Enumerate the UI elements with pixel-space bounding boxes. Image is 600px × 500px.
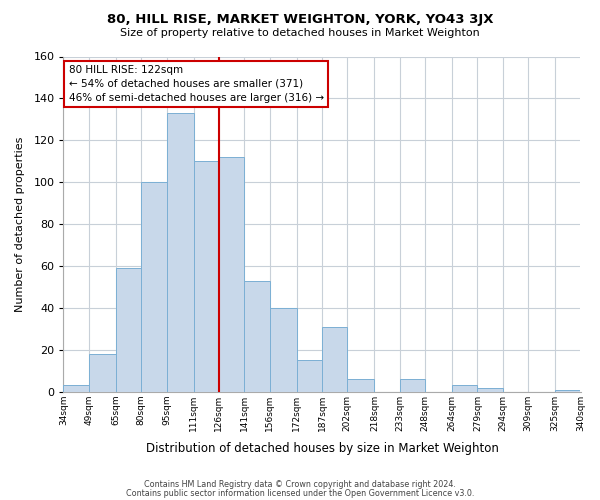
Bar <box>64 386 89 392</box>
Text: Contains public sector information licensed under the Open Government Licence v3: Contains public sector information licen… <box>126 488 474 498</box>
Bar <box>244 280 269 392</box>
Bar <box>478 388 503 392</box>
Bar <box>400 379 425 392</box>
Y-axis label: Number of detached properties: Number of detached properties <box>15 136 25 312</box>
Bar <box>219 157 244 392</box>
Bar <box>269 308 296 392</box>
Bar <box>322 327 347 392</box>
Bar <box>167 113 194 392</box>
Bar <box>89 354 116 392</box>
Text: Size of property relative to detached houses in Market Weighton: Size of property relative to detached ho… <box>120 28 480 38</box>
Bar <box>452 386 478 392</box>
Text: Contains HM Land Registry data © Crown copyright and database right 2024.: Contains HM Land Registry data © Crown c… <box>144 480 456 489</box>
X-axis label: Distribution of detached houses by size in Market Weighton: Distribution of detached houses by size … <box>146 442 499 455</box>
Bar <box>194 162 219 392</box>
Text: 80, HILL RISE, MARKET WEIGHTON, YORK, YO43 3JX: 80, HILL RISE, MARKET WEIGHTON, YORK, YO… <box>107 12 493 26</box>
Bar <box>347 379 374 392</box>
Bar <box>296 360 322 392</box>
Bar <box>116 268 141 392</box>
Bar <box>141 182 167 392</box>
Text: 80 HILL RISE: 122sqm
← 54% of detached houses are smaller (371)
46% of semi-deta: 80 HILL RISE: 122sqm ← 54% of detached h… <box>68 65 323 103</box>
Bar <box>555 390 581 392</box>
